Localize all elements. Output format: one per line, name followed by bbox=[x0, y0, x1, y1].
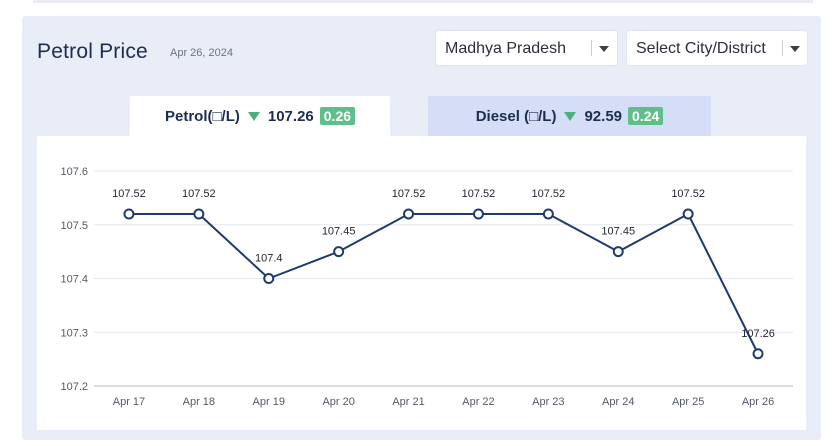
data-point bbox=[542, 208, 554, 220]
x-tick-label: Apr 18 bbox=[183, 396, 215, 408]
x-tick-label: Apr 19 bbox=[253, 396, 285, 408]
city-select-value: Select City/District bbox=[636, 40, 766, 57]
data-label: 107.45 bbox=[601, 226, 635, 238]
y-tick-label: 107.4 bbox=[60, 274, 88, 286]
tab-petrol-change-badge: 0.26 bbox=[319, 107, 356, 125]
down-arrow-icon bbox=[564, 111, 577, 121]
x-tick-label: Apr 20 bbox=[322, 396, 354, 408]
y-tick-label: 107.2 bbox=[60, 381, 88, 393]
data-point bbox=[193, 208, 205, 220]
page-title: Petrol Price bbox=[37, 40, 148, 63]
data-label: 107.52 bbox=[671, 188, 705, 200]
state-select-value: Madhya Pradesh bbox=[445, 40, 566, 57]
state-select[interactable]: Madhya Pradesh bbox=[436, 31, 617, 65]
data-point bbox=[333, 246, 345, 258]
data-label: 107.52 bbox=[112, 188, 146, 200]
x-tick-label: Apr 23 bbox=[532, 396, 564, 408]
data-label: 107.52 bbox=[182, 188, 216, 200]
select-divider bbox=[782, 40, 783, 56]
chevron-down-icon[interactable] bbox=[599, 46, 609, 52]
tab-diesel[interactable]: Diesel (□/L) 92.59 0.24 bbox=[428, 96, 711, 136]
tab-diesel-change-badge: 0.24 bbox=[628, 107, 664, 125]
price-line-chart: 107.2 107.3 107.4 107.5 107.6 Apr 17 Apr 18 Apr… bbox=[60, 166, 793, 408]
y-tick-label: 107.6 bbox=[60, 166, 88, 178]
data-label: 107.52 bbox=[462, 188, 496, 200]
data-point bbox=[752, 348, 764, 360]
chevron-down-icon[interactable] bbox=[790, 46, 800, 52]
tab-petrol-price: 107.26 bbox=[267, 107, 314, 125]
top-divider bbox=[33, 0, 813, 3]
x-tick-label: Apr 17 bbox=[113, 396, 145, 408]
data-point bbox=[263, 273, 275, 284]
x-tick-label: Apr 21 bbox=[392, 396, 424, 408]
data-point bbox=[682, 208, 694, 220]
data-point bbox=[472, 208, 484, 220]
data-point bbox=[612, 246, 624, 258]
x-tick-label: Apr 25 bbox=[672, 396, 704, 408]
data-label: 107.52 bbox=[392, 188, 426, 200]
tab-diesel-label: Diesel (□/L) bbox=[475, 107, 557, 125]
data-point bbox=[403, 208, 415, 220]
x-tick-label: Apr 22 bbox=[462, 396, 494, 408]
y-tick-label: 107.3 bbox=[60, 327, 88, 339]
data-label: 107.52 bbox=[532, 188, 566, 200]
petrol-price-card: Petrol Price Apr 26, 2024 Madhya Pradesh… bbox=[22, 16, 821, 440]
select-divider bbox=[591, 40, 592, 56]
city-select[interactable]: Select City/District bbox=[627, 31, 807, 65]
tab-petrol[interactable]: Petrol(□/L) 107.26 0.26 bbox=[130, 96, 390, 136]
down-arrow-icon bbox=[247, 111, 260, 121]
x-tick-label: Apr 26 bbox=[742, 396, 774, 408]
chart-panel: 107.2 107.3 107.4 107.5 107.6 Apr 17 Apr 18 Apr… bbox=[37, 136, 806, 430]
x-tick-label: Apr 24 bbox=[602, 396, 634, 408]
price-date: Apr 26, 2024 bbox=[170, 47, 233, 59]
tab-petrol-label: Petrol(□/L) bbox=[164, 107, 240, 125]
data-point bbox=[123, 208, 135, 220]
data-label: 107.45 bbox=[322, 226, 356, 238]
series-line bbox=[128, 212, 759, 355]
tab-diesel-price: 92.59 bbox=[584, 107, 623, 125]
y-tick-label: 107.5 bbox=[60, 220, 88, 232]
data-label: 107.26 bbox=[741, 328, 775, 340]
data-label: 107.4 bbox=[255, 253, 283, 265]
